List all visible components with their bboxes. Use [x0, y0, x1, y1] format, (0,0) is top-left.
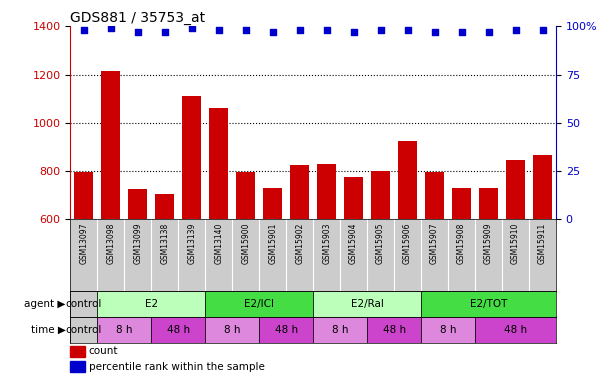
- Text: time ▶: time ▶: [31, 325, 65, 335]
- Text: E2/TOT: E2/TOT: [470, 299, 507, 309]
- Text: GSM13098: GSM13098: [106, 223, 115, 264]
- Point: [511, 27, 521, 33]
- Bar: [479, 188, 498, 219]
- Point: [456, 29, 466, 35]
- Text: GSM15905: GSM15905: [376, 223, 385, 264]
- Text: E2: E2: [145, 299, 158, 309]
- Text: E2/Ral: E2/Ral: [351, 299, 384, 309]
- Bar: [263, 188, 282, 219]
- Text: 48 h: 48 h: [504, 325, 527, 335]
- Text: GSM13138: GSM13138: [160, 223, 169, 264]
- Bar: [101, 71, 120, 219]
- Text: GSM13097: GSM13097: [79, 223, 88, 264]
- Point: [106, 25, 115, 31]
- Bar: [290, 165, 309, 219]
- Point: [268, 29, 277, 35]
- Bar: [317, 164, 336, 219]
- Point: [484, 29, 494, 35]
- Text: 48 h: 48 h: [274, 325, 298, 335]
- Bar: [128, 189, 147, 219]
- Text: GSM15911: GSM15911: [538, 223, 547, 264]
- Text: E2/ICI: E2/ICI: [244, 299, 274, 309]
- Text: 8 h: 8 h: [116, 325, 133, 335]
- Bar: [70, 291, 97, 317]
- Bar: [313, 317, 367, 344]
- Point: [322, 27, 332, 33]
- Text: GSM15908: GSM15908: [457, 223, 466, 264]
- Bar: [425, 172, 444, 219]
- Bar: [398, 141, 417, 219]
- Bar: [75, 172, 93, 219]
- Text: control: control: [65, 299, 102, 309]
- Text: 8 h: 8 h: [332, 325, 348, 335]
- Text: GSM15909: GSM15909: [484, 223, 493, 264]
- Bar: [313, 291, 421, 317]
- Bar: [205, 291, 313, 317]
- Bar: [70, 362, 85, 372]
- Bar: [152, 317, 205, 344]
- Bar: [533, 156, 552, 219]
- Text: GSM15910: GSM15910: [511, 223, 520, 264]
- Text: GSM15906: GSM15906: [403, 223, 412, 264]
- Bar: [421, 317, 475, 344]
- Text: GSM15900: GSM15900: [241, 223, 250, 264]
- Text: GSM15901: GSM15901: [268, 223, 277, 264]
- Point: [214, 27, 224, 33]
- Bar: [421, 291, 556, 317]
- Bar: [182, 96, 201, 219]
- Point: [403, 27, 412, 33]
- Bar: [70, 317, 97, 344]
- Bar: [97, 291, 205, 317]
- Bar: [209, 108, 228, 219]
- Bar: [367, 317, 421, 344]
- Text: control: control: [65, 325, 102, 335]
- Point: [187, 25, 197, 31]
- Text: GSM15903: GSM15903: [322, 223, 331, 264]
- Text: GSM15904: GSM15904: [349, 223, 358, 264]
- Point: [160, 29, 170, 35]
- Point: [241, 27, 251, 33]
- Point: [430, 29, 439, 35]
- Point: [79, 27, 89, 33]
- Point: [376, 27, 386, 33]
- Point: [538, 27, 547, 33]
- Point: [133, 29, 142, 35]
- Bar: [205, 317, 259, 344]
- Text: GDS881 / 35753_at: GDS881 / 35753_at: [70, 11, 205, 25]
- Bar: [475, 317, 556, 344]
- Text: 48 h: 48 h: [167, 325, 190, 335]
- Bar: [97, 317, 152, 344]
- Bar: [259, 317, 313, 344]
- Bar: [236, 172, 255, 219]
- Text: GSM13099: GSM13099: [133, 223, 142, 264]
- Point: [349, 29, 359, 35]
- Bar: [452, 188, 471, 219]
- Bar: [70, 346, 85, 357]
- Text: 8 h: 8 h: [224, 325, 241, 335]
- Bar: [344, 177, 363, 219]
- Text: GSM15907: GSM15907: [430, 223, 439, 264]
- Text: 48 h: 48 h: [382, 325, 406, 335]
- Bar: [155, 194, 174, 219]
- Point: [295, 27, 304, 33]
- Text: 8 h: 8 h: [440, 325, 456, 335]
- Text: GSM13140: GSM13140: [214, 223, 223, 264]
- Text: GSM15902: GSM15902: [295, 223, 304, 264]
- Text: GSM13139: GSM13139: [187, 223, 196, 264]
- Text: percentile rank within the sample: percentile rank within the sample: [89, 362, 265, 372]
- Text: agent ▶: agent ▶: [24, 299, 65, 309]
- Bar: [371, 171, 390, 219]
- Bar: [506, 159, 525, 219]
- Text: count: count: [89, 346, 118, 356]
